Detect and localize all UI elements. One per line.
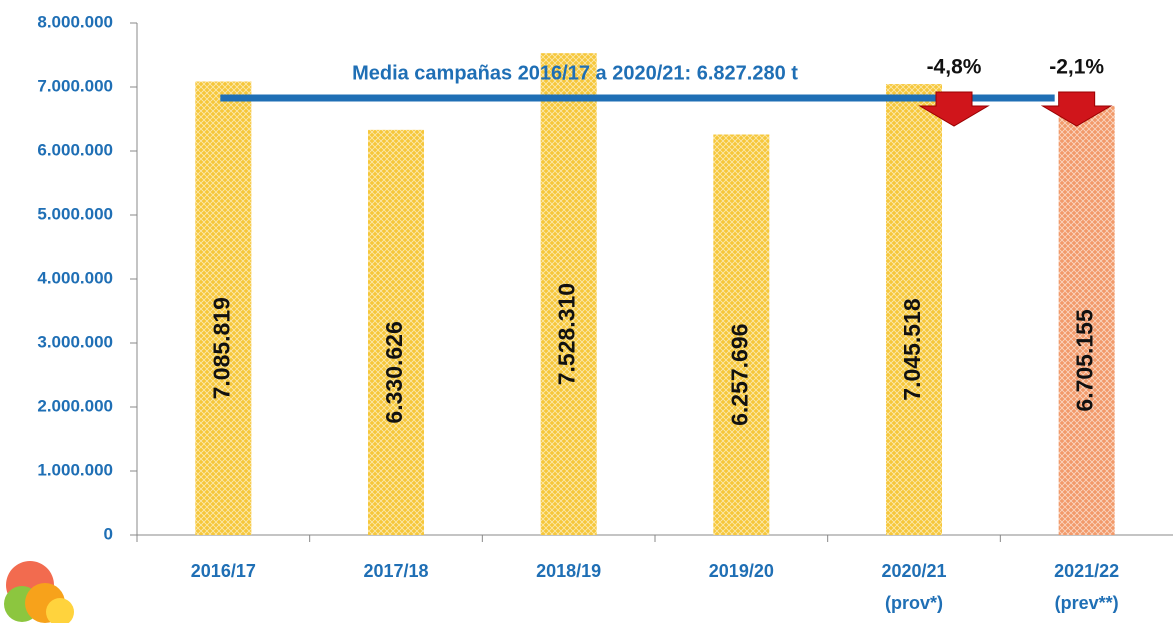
y-tick-label: 5.000.000 (37, 204, 113, 223)
x-tick-label: 2019/20 (709, 561, 774, 581)
y-tick-label: 7.000.000 (37, 76, 113, 95)
x-tick-label: 2021/22 (prev**) (1054, 561, 1119, 613)
value-label: 7.085.819 (208, 297, 234, 399)
bar (886, 84, 942, 535)
y-tick-label: 0 (104, 524, 113, 543)
x-tick-label: 2016/17 (191, 561, 256, 581)
change-label: -4,8% (927, 56, 982, 79)
bar (1058, 105, 1115, 535)
x-tick-label: 2020/21 (prov*) (881, 561, 946, 613)
x-tick-label: 2018/19 (536, 561, 601, 581)
reference-label: Media campañas 2016/17 a 2020/21: 6.827.… (352, 62, 798, 84)
bar (713, 134, 770, 536)
bar (195, 81, 252, 536)
change-arrow (918, 91, 990, 127)
y-tick-label: 6.000.000 (37, 140, 113, 159)
change-label: -2,1% (1049, 56, 1104, 79)
y-tick-label: 3.000.000 (37, 332, 113, 351)
y-tick-label: 2.000.000 (37, 396, 113, 415)
bar (368, 129, 424, 535)
bar (540, 53, 597, 535)
x-tick-label: 2017/18 (363, 561, 428, 581)
y-tick-label: 8.000.000 (37, 12, 113, 31)
y-tick-label: 1.000.000 (37, 460, 113, 479)
change-arrow (1040, 91, 1113, 127)
value-label: 6.330.626 (381, 321, 407, 423)
fruit-icon (4, 561, 74, 623)
value-label: 6.257.696 (726, 324, 752, 426)
value-label: 7.528.310 (554, 283, 580, 385)
value-label: 7.045.518 (899, 298, 925, 401)
y-tick-label: 4.000.000 (37, 268, 113, 287)
value-label: 6.705.155 (1072, 309, 1098, 412)
